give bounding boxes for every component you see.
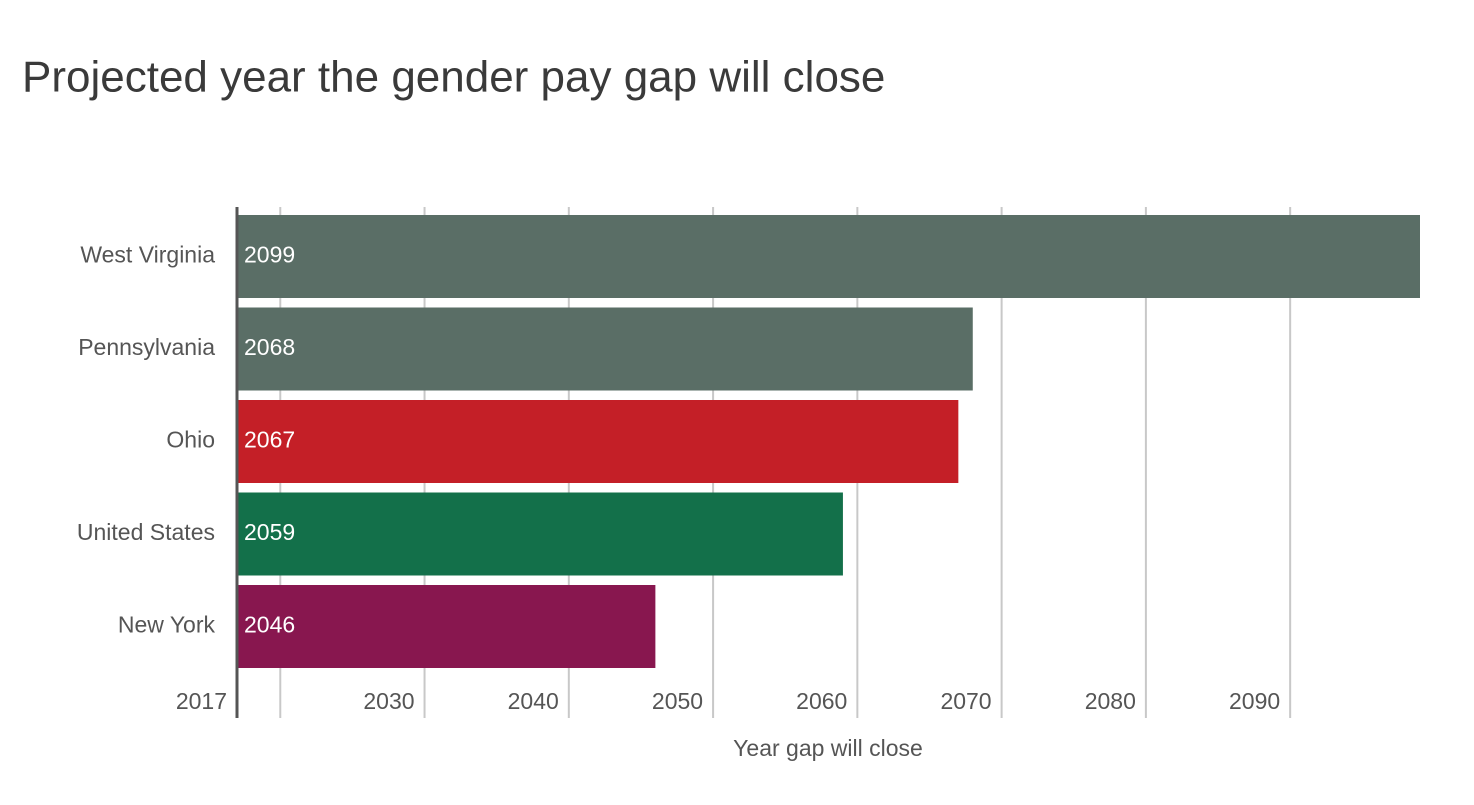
bar	[237, 585, 656, 668]
value-label: 2099	[244, 242, 295, 268]
x-tick-label: 2070	[940, 688, 991, 714]
bar	[237, 307, 973, 391]
bar	[237, 400, 959, 483]
x-tick-label: 2090	[1229, 688, 1280, 714]
x-axis-title: Year gap will close	[733, 735, 923, 761]
x-tick-label: 2060	[796, 688, 847, 714]
value-label: 2068	[244, 334, 295, 360]
bar	[237, 492, 843, 576]
chart-title: Projected year the gender pay gap will c…	[22, 53, 885, 102]
y-tick-label: New York	[118, 612, 216, 638]
x-tick-label: 2030	[363, 688, 414, 714]
value-label: 2067	[244, 427, 295, 453]
y-tick-label: Pennsylvania	[78, 334, 215, 360]
value-label: 2059	[244, 519, 295, 545]
y-tick-label: United States	[77, 519, 215, 545]
x-tick-label: 2050	[652, 688, 703, 714]
x-tick-label: 2040	[508, 688, 559, 714]
y-tick-label: Ohio	[166, 427, 215, 453]
value-label: 2046	[244, 612, 295, 638]
x-tick-label: 2080	[1085, 688, 1136, 714]
y-tick-label: West Virginia	[80, 242, 215, 268]
x-tick-label: 2017	[176, 688, 227, 714]
bar	[237, 215, 1420, 298]
